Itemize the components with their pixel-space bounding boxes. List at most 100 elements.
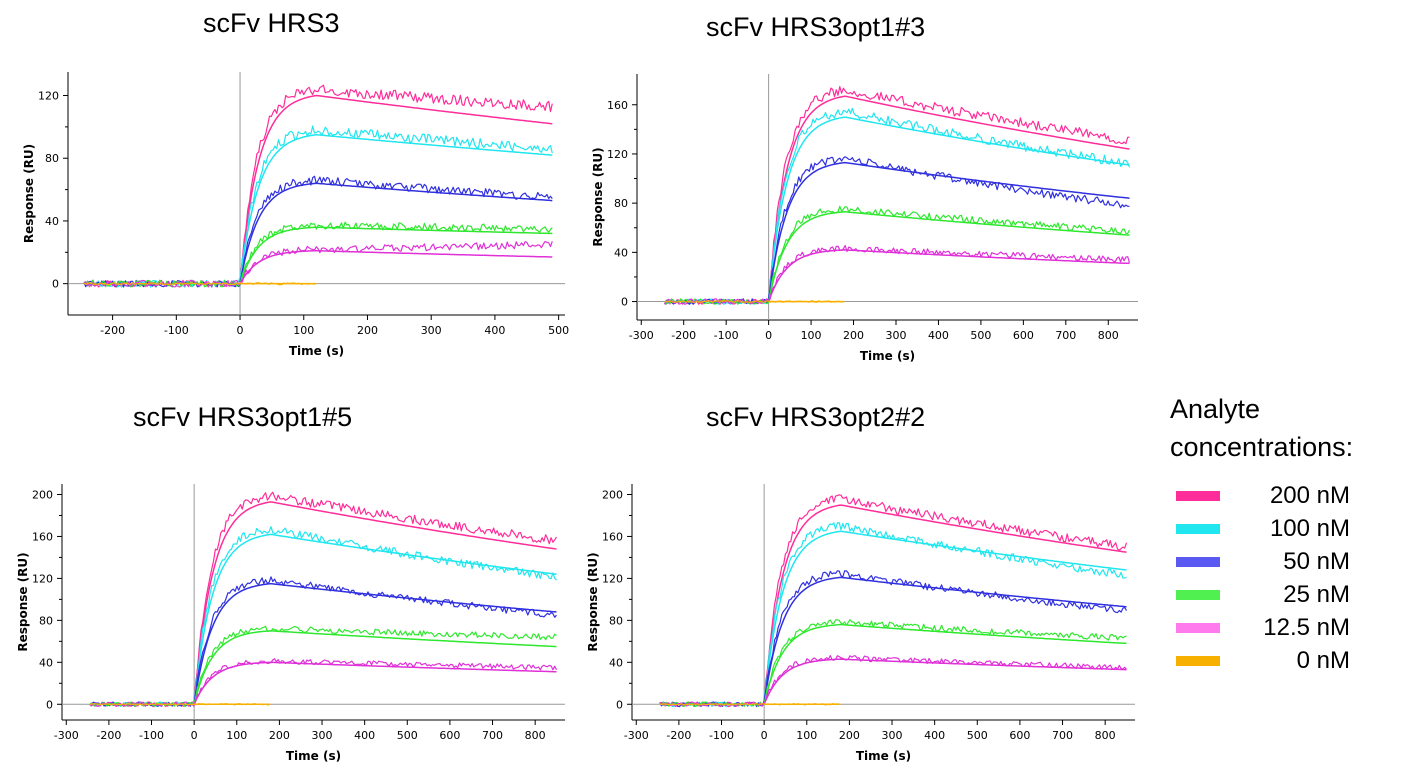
x-tick-label: 200 bbox=[269, 729, 290, 742]
x-tick-label: 300 bbox=[421, 324, 442, 337]
x-tick-label: 100 bbox=[796, 729, 817, 742]
x-tick-label: 0 bbox=[761, 729, 768, 742]
measured-trace bbox=[83, 240, 553, 288]
legend-item: 50 nM bbox=[1170, 548, 1400, 581]
panel-title: scFv HRS3opt1#5 bbox=[133, 402, 353, 432]
legend-label: 50 nM bbox=[1283, 548, 1350, 575]
fit-curve bbox=[193, 661, 557, 705]
panel-title: scFv HRS3 bbox=[203, 8, 340, 38]
fit-curve bbox=[763, 504, 1127, 705]
measured-trace bbox=[659, 522, 1127, 708]
x-tick-label: -100 bbox=[139, 729, 164, 742]
measured-trace bbox=[664, 205, 1131, 305]
fit-curve bbox=[239, 249, 553, 284]
y-axis-label: Response (RU) bbox=[586, 552, 600, 651]
legend-swatch bbox=[1176, 623, 1220, 633]
fit-curve bbox=[239, 133, 553, 284]
x-tick-label: -300 bbox=[54, 729, 79, 742]
fit-curve bbox=[767, 249, 1130, 302]
x-tick-label: 800 bbox=[525, 729, 546, 742]
sensorgram-chart: 0 40 80 120 160 200 -300 -200 -100 0 100 200 300 400 5… bbox=[586, 484, 1135, 763]
legend-swatch bbox=[1176, 590, 1220, 600]
legend-item: 0 nM bbox=[1170, 647, 1400, 680]
x-axis-label: Time (s) bbox=[286, 749, 341, 763]
x-tick-label: -100 bbox=[714, 329, 739, 342]
legend-swatch bbox=[1176, 524, 1220, 534]
legend-item: 12.5 nM bbox=[1170, 614, 1400, 647]
y-tick-label: 120 bbox=[602, 572, 623, 585]
fit-curve bbox=[193, 533, 557, 705]
legend-item: 100 nM bbox=[1170, 515, 1400, 548]
fit-curve bbox=[763, 623, 1127, 705]
fit-curve bbox=[193, 501, 557, 705]
y-tick-label: 40 bbox=[39, 656, 53, 669]
x-tick-label: 0 bbox=[237, 324, 244, 337]
sensorgram-chart: 0 40 80 120 -200 -100 0 100 200 300 400 500 Time (s)… bbox=[22, 72, 569, 358]
x-tick-label: 300 bbox=[885, 329, 906, 342]
fit-curve bbox=[239, 182, 553, 284]
y-tick-label: 0 bbox=[46, 698, 53, 711]
legend-item: 200 nM bbox=[1170, 482, 1400, 515]
fit-curve bbox=[239, 94, 553, 284]
x-tick-label: 0 bbox=[765, 329, 772, 342]
x-tick-label: 800 bbox=[1095, 729, 1116, 742]
y-axis-label: Response (RU) bbox=[22, 144, 36, 243]
y-tick-label: 0 bbox=[52, 278, 59, 291]
x-axis-label: Time (s) bbox=[856, 749, 911, 763]
y-axis-label: Response (RU) bbox=[591, 147, 605, 246]
y-tick-label: 40 bbox=[614, 246, 628, 259]
fit-curve bbox=[193, 582, 557, 705]
y-tick-label: 80 bbox=[609, 614, 623, 627]
x-tick-label: 500 bbox=[397, 729, 418, 742]
y-tick-label: 120 bbox=[38, 90, 59, 103]
measured-trace bbox=[659, 655, 1127, 708]
legend-label: 100 nM bbox=[1269, 515, 1350, 542]
y-tick-label: 200 bbox=[32, 488, 53, 501]
measured-trace bbox=[659, 570, 1128, 708]
measured-trace bbox=[89, 658, 558, 707]
x-tick-label: 400 bbox=[484, 324, 505, 337]
x-tick-label: 700 bbox=[482, 729, 503, 742]
x-tick-label: 500 bbox=[548, 324, 569, 337]
x-tick-label: -200 bbox=[671, 329, 696, 342]
sensorgram-chart: 0 40 80 120 160 200 -300 -200 -100 0 100 200 300 400 5… bbox=[16, 484, 565, 763]
measured-trace bbox=[89, 625, 557, 707]
x-tick-label: 700 bbox=[1052, 729, 1073, 742]
sensorgram-chart: 0 40 80 120 160 -300 -200 -100 0 100 200 300 400 500 6… bbox=[591, 74, 1138, 363]
x-tick-label: 0 bbox=[191, 729, 198, 742]
fit-curve bbox=[239, 226, 553, 284]
x-tick-label: 500 bbox=[967, 729, 988, 742]
y-tick-label: 40 bbox=[45, 215, 59, 228]
legend-swatch bbox=[1176, 557, 1220, 567]
x-tick-label: 200 bbox=[357, 324, 378, 337]
x-tick-label: 600 bbox=[1009, 729, 1030, 742]
panel-title: scFv HRS3opt2#2 bbox=[706, 402, 926, 432]
x-tick-label: 700 bbox=[1055, 329, 1076, 342]
fit-curve bbox=[767, 161, 1130, 302]
measured-trace bbox=[664, 244, 1131, 305]
measured-trace bbox=[89, 576, 557, 707]
measured-trace bbox=[83, 175, 553, 288]
fit-curve bbox=[763, 576, 1127, 705]
y-tick-label: 0 bbox=[616, 698, 623, 711]
x-tick-label: 100 bbox=[801, 329, 822, 342]
x-tick-label: 300 bbox=[882, 729, 903, 742]
x-tick-label: -300 bbox=[629, 329, 654, 342]
x-tick-label: 400 bbox=[354, 729, 375, 742]
y-tick-label: 80 bbox=[39, 614, 53, 627]
legend-label: 25 nM bbox=[1283, 581, 1350, 608]
legend-label: 12.5 nM bbox=[1263, 614, 1350, 641]
x-tick-label: 300 bbox=[312, 729, 333, 742]
x-tick-label: -200 bbox=[666, 729, 691, 742]
fit-curve bbox=[767, 95, 1130, 302]
legend-swatch bbox=[1176, 491, 1220, 501]
legend-items: 200 nM 100 nM 50 nM 25 nM 12.5 nM 0 nM bbox=[1170, 482, 1400, 680]
legend-item: 25 nM bbox=[1170, 581, 1400, 614]
y-axis-label: Response (RU) bbox=[16, 552, 30, 651]
y-tick-label: 160 bbox=[32, 530, 53, 543]
panel-title: scFv HRS3opt1#3 bbox=[706, 12, 926, 42]
y-tick-label: 200 bbox=[602, 488, 623, 501]
measured-trace bbox=[83, 125, 553, 288]
x-tick-label: 100 bbox=[226, 729, 247, 742]
x-tick-label: 600 bbox=[1013, 329, 1034, 342]
